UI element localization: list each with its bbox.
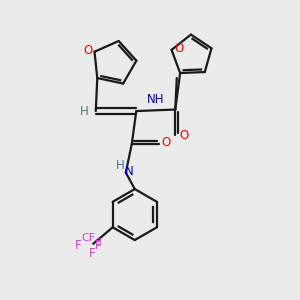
Text: N: N: [125, 165, 134, 178]
Text: O: O: [179, 129, 188, 142]
Text: O: O: [162, 136, 171, 149]
Text: F: F: [94, 239, 101, 252]
Text: O: O: [83, 44, 92, 57]
Text: H: H: [116, 160, 125, 172]
Text: 3: 3: [95, 238, 102, 248]
Text: CF: CF: [82, 233, 96, 243]
Text: F: F: [88, 247, 95, 260]
Text: H: H: [80, 105, 89, 118]
Text: O: O: [174, 42, 184, 55]
Text: F: F: [75, 239, 82, 252]
Text: NH: NH: [147, 93, 164, 106]
